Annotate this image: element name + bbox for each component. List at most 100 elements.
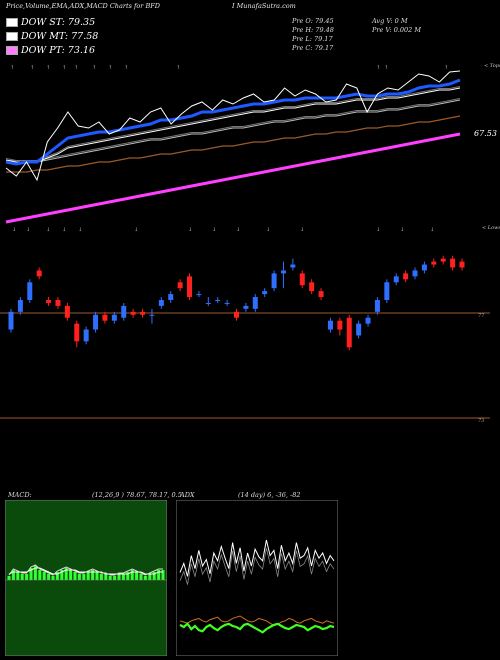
candle-body	[299, 273, 305, 286]
low-marker: ↓	[188, 227, 192, 233]
info-low: Pre L: 79.17	[292, 35, 333, 43]
candle-body	[93, 314, 99, 330]
low-marker: ↓	[430, 227, 434, 233]
top-marker: ↑	[124, 65, 128, 71]
legend-label-mt: DOW MT: 77.58	[21, 31, 99, 42]
series-ema-long-shadow	[6, 98, 461, 161]
top-marker: ↑	[30, 65, 34, 71]
low-marker: ↓	[46, 227, 50, 233]
candle-body	[36, 270, 42, 277]
y-label-77: 77	[478, 313, 485, 319]
candle-body	[271, 273, 277, 289]
candle-body	[365, 317, 371, 324]
macd-panel	[5, 500, 167, 656]
series-price	[5, 70, 461, 182]
price-ema-panel: ↑ ↑ ↑ ↑ ↑ ↑ ↑ ↑ ↑ ↑ ↑ ↑ ↓ ↓ ↓ ↓ ↓ ↓ ↓ ↓ ↓ ↓ ↓ ↓ ↓ ↓ < Tops < Lows 67…	[5, 63, 500, 233]
top-marker: ↑	[444, 65, 448, 71]
adx-background	[176, 500, 338, 656]
candle-body	[252, 297, 258, 309]
candle-body	[346, 317, 352, 348]
candle-body	[121, 305, 127, 318]
adx-params: (14 day) 6, -36, -82	[238, 491, 301, 499]
top-marker: ↑	[108, 65, 112, 71]
candle-body	[149, 314, 155, 316]
top-marker: ↑	[376, 65, 380, 71]
low-marker: ↓	[12, 227, 16, 233]
candle-body	[309, 282, 315, 292]
series-ema-slow	[6, 115, 461, 173]
series-ema-medium-shadow	[5, 86, 461, 161]
candle-body	[177, 282, 183, 289]
legend-dow-mt: DOW MT: 77.58	[6, 31, 98, 42]
top-marker: ↑	[92, 65, 96, 71]
candle-body	[234, 311, 239, 318]
legend-label-st: DOW ST: 79.35	[21, 17, 96, 28]
candle-body	[64, 305, 70, 318]
low-marker: ↓	[236, 227, 240, 233]
candle-body	[27, 282, 33, 300]
macd-background	[5, 500, 167, 656]
low-marker: ↓	[266, 227, 270, 233]
candle-body	[337, 320, 343, 330]
macd-params: (12,26,9 ) 78.67, 78.17, 0.5	[92, 491, 182, 499]
candle-body	[130, 311, 136, 315]
legend-label-pt: DOW PT: 73.16	[21, 45, 95, 56]
candle-body	[17, 300, 23, 312]
adx-label: ADX	[180, 491, 195, 499]
legend-swatch-mt	[6, 32, 18, 41]
tops-note: < Tops	[484, 63, 500, 69]
low-marker: ↓	[300, 227, 304, 233]
candle-body	[74, 323, 80, 342]
candle-body	[140, 311, 146, 315]
top-marker: ↑	[176, 65, 180, 71]
candle-body	[55, 300, 61, 306]
candle-body	[450, 258, 456, 268]
candle-body	[318, 291, 324, 298]
top-marker: ↑	[384, 65, 388, 71]
candle-body	[224, 302, 230, 304]
candle-body	[374, 300, 380, 312]
candle-body	[327, 320, 333, 330]
candle-body	[102, 314, 108, 321]
low-marker: ↓	[134, 227, 138, 233]
top-marker: ↑	[46, 65, 50, 71]
series-ema-long	[6, 99, 461, 163]
candle-body	[403, 273, 409, 280]
candle-body	[290, 264, 296, 268]
low-marker: ↓	[212, 227, 216, 233]
site-name: I MunafaSutra.com	[232, 2, 296, 10]
legend-dow-pt: DOW PT: 73.16	[6, 45, 95, 56]
low-marker: ↓	[376, 227, 380, 233]
candle-body	[205, 302, 211, 304]
macd-line	[8, 564, 163, 576]
series-ema-medium	[5, 87, 461, 163]
legend-swatch-pt	[6, 46, 18, 55]
low-marker: ↓	[26, 227, 30, 233]
adx-shadow-line	[179, 548, 335, 585]
series-dow-pt	[5, 132, 461, 224]
candle-body	[431, 261, 437, 265]
info-open: Pre O: 79.45	[292, 17, 334, 25]
adx-panel	[176, 500, 338, 656]
info-avg-volume: Avg V: 0 M	[372, 17, 408, 25]
candle-body	[440, 258, 446, 262]
info-high: Pre H: 79.48	[292, 26, 334, 34]
candle-body	[168, 294, 174, 300]
candle-body	[83, 329, 89, 342]
info-close: Pre C: 79.17	[292, 44, 334, 52]
legend-dow-st: DOW ST: 79.35	[6, 17, 95, 28]
candle-body	[243, 305, 249, 309]
candle-panel: 77 73	[0, 255, 490, 424]
di-minus-line	[179, 615, 335, 627]
candle-body	[412, 270, 418, 277]
macd-label: MACD:	[8, 491, 32, 499]
legend-swatch-st	[6, 18, 18, 27]
y-label-73: 73	[478, 418, 484, 424]
candle-body	[187, 276, 193, 298]
chart-title: Price,Volume,EMA,ADX,MACD Charts for BFD	[6, 2, 160, 10]
candle-body	[215, 300, 221, 301]
candle-body	[280, 270, 286, 274]
lows-note: < Lows	[482, 225, 500, 231]
top-marker: ↑	[10, 65, 14, 71]
low-marker: ↓	[400, 227, 404, 233]
